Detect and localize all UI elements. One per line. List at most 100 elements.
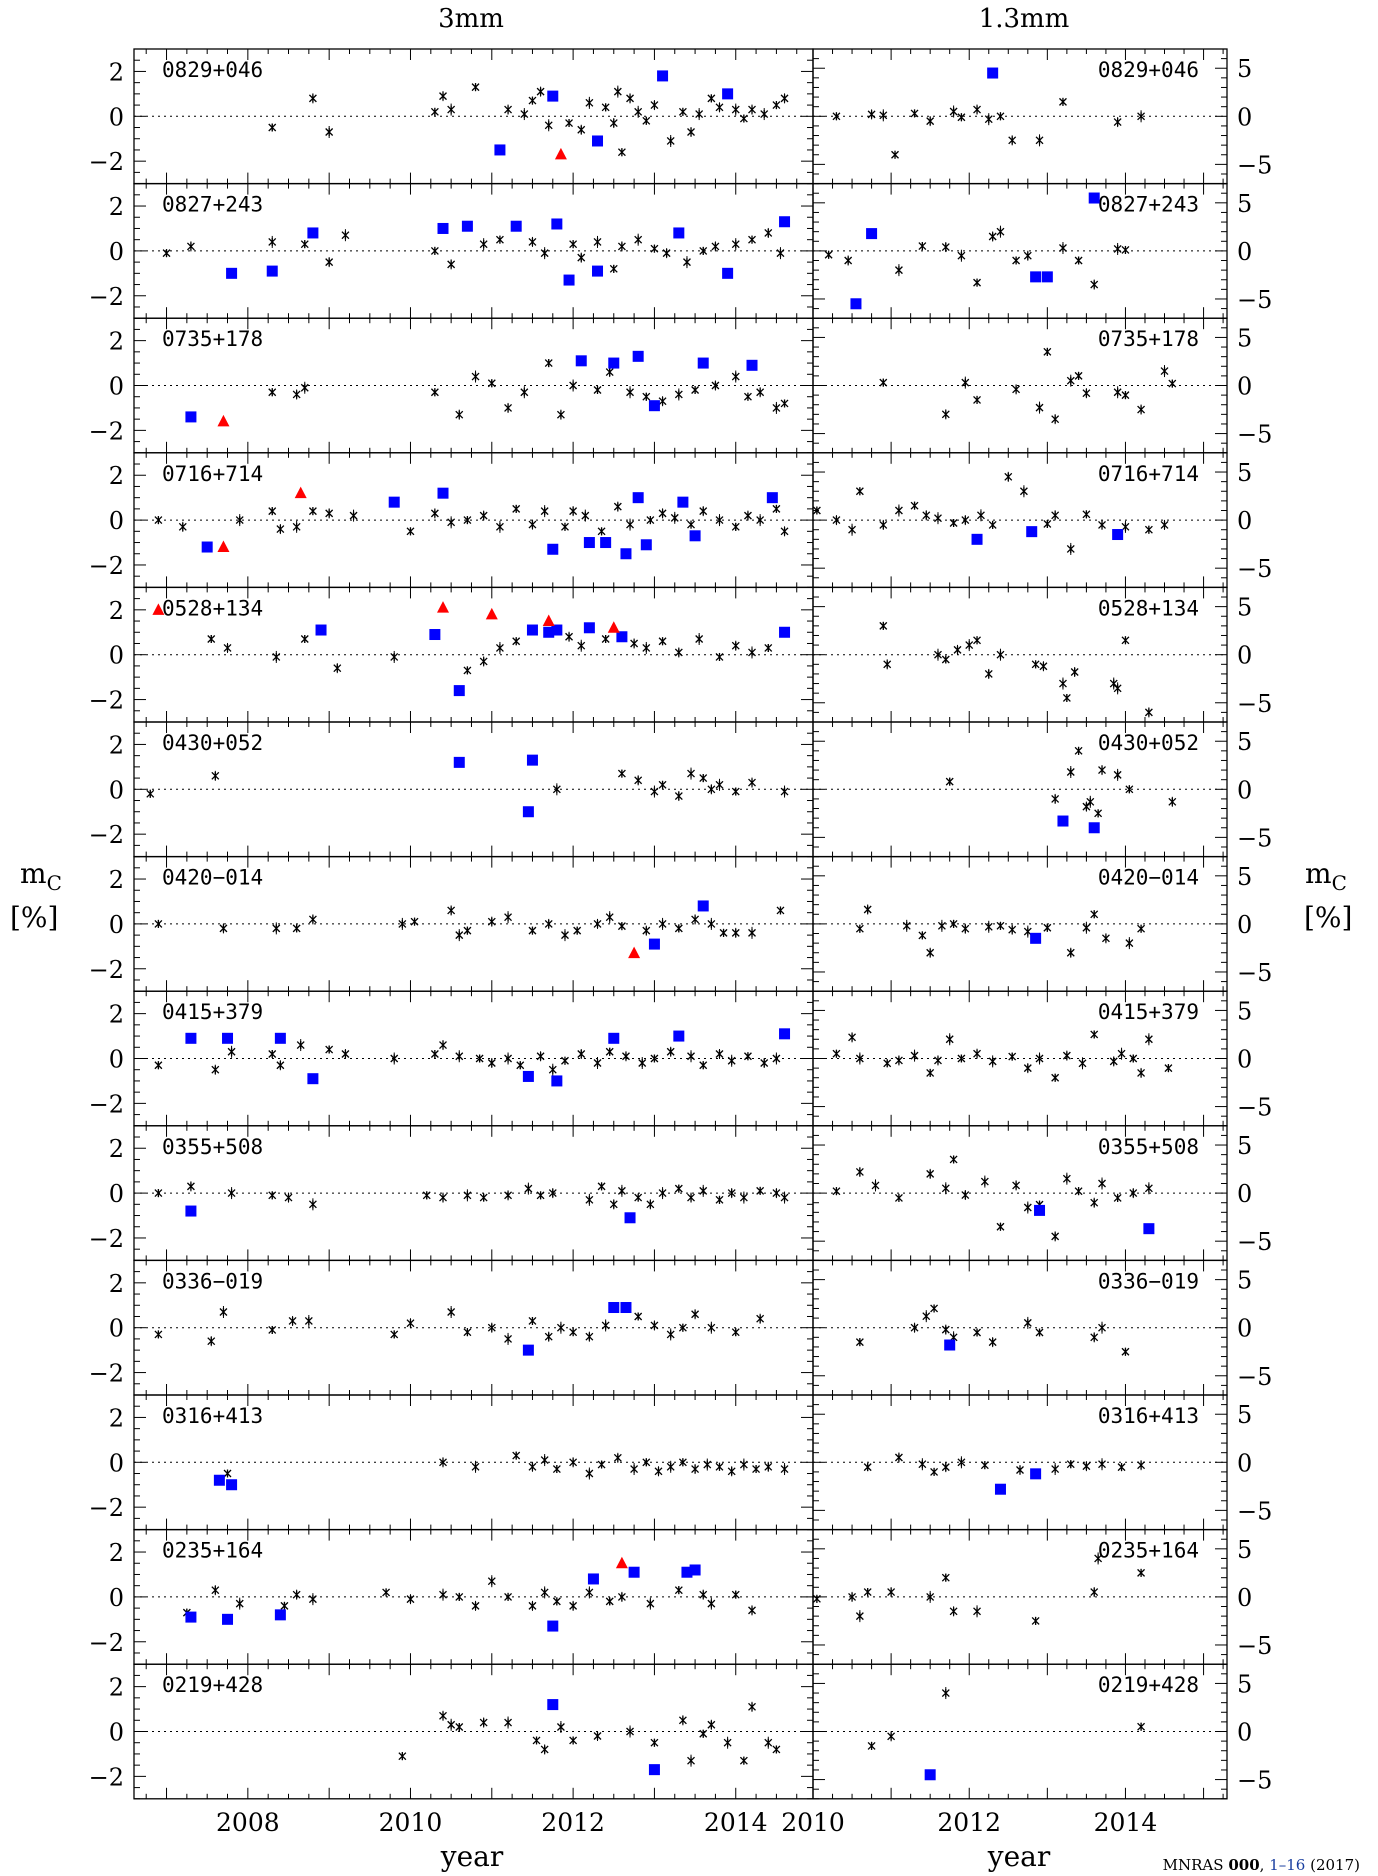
ylabel-right-subscript: C: [1332, 871, 1347, 895]
star-point: [1043, 347, 1052, 356]
star-point: [447, 518, 456, 527]
y-tick-label: 0: [109, 776, 124, 804]
star-point: [276, 525, 285, 534]
source-label: 0735+178: [1098, 327, 1199, 351]
star-point: [552, 785, 561, 794]
source-label: 0316+413: [162, 1404, 263, 1428]
y-tick-label: 2: [109, 1135, 124, 1163]
star-point: [848, 1033, 857, 1042]
star-point: [780, 787, 789, 796]
source-label: 0827+243: [1098, 193, 1199, 217]
star-point: [422, 1191, 431, 1200]
y-tick-label: −5: [1237, 1363, 1272, 1391]
ylabel-left: mC [%]: [10, 857, 62, 934]
star-point: [707, 785, 716, 794]
star-point: [479, 657, 488, 666]
star-point: [996, 112, 1005, 121]
star-point: [780, 527, 789, 536]
star-point: [1137, 112, 1146, 121]
y-tick-label: −5: [1237, 555, 1272, 583]
star-point: [308, 507, 317, 516]
star-point: [524, 1184, 533, 1193]
star-point: [934, 514, 942, 523]
star-point: [1008, 136, 1017, 145]
y-tick-label: 0: [109, 1584, 124, 1612]
star-point: [910, 1323, 919, 1332]
star-point: [1082, 923, 1091, 932]
star-point: [926, 1169, 935, 1178]
star-point: [585, 1469, 594, 1478]
y-tick-label: −2: [89, 687, 124, 715]
y-tick-label: 5: [1237, 863, 1252, 891]
y-tick-label: −2: [89, 148, 124, 176]
star-point: [1164, 1064, 1173, 1073]
y-tick-label: 5: [1237, 1132, 1252, 1160]
star-point: [894, 1453, 903, 1462]
square-point: [453, 756, 465, 768]
square-point: [437, 487, 449, 499]
star-point: [832, 1187, 841, 1196]
star-point: [154, 516, 163, 525]
star-point: [1039, 662, 1048, 671]
square-point: [620, 1302, 632, 1314]
ylabel-left-unit: [%]: [10, 901, 58, 934]
star-point: [748, 1606, 756, 1615]
star-point: [764, 228, 773, 237]
star-point: [772, 101, 781, 110]
source-label: 0716+714: [1098, 462, 1199, 486]
source-label: 0219+428: [162, 1673, 263, 1697]
star-point: [711, 242, 720, 251]
star-point: [739, 1193, 748, 1202]
source-label: 0528+134: [1098, 596, 1199, 620]
triangle-point: [217, 540, 230, 553]
y-tick-label: 5: [1237, 1670, 1252, 1698]
star-point: [439, 1458, 447, 1467]
star-point: [1035, 1328, 1044, 1337]
star-point: [727, 1189, 736, 1198]
square-point: [1088, 822, 1100, 834]
star-point: [760, 110, 769, 119]
star-point: [593, 1058, 602, 1067]
triangle-point: [485, 607, 498, 620]
star-point: [949, 1607, 958, 1616]
star-point: [957, 1054, 966, 1063]
source-label: 0235+164: [1098, 1539, 1199, 1563]
panel-3mm: 2 0 −2 0716+714: [89, 452, 814, 589]
square-point: [185, 1611, 197, 1623]
star-point: [658, 637, 667, 646]
square-point: [1041, 271, 1053, 283]
star-point: [1144, 1035, 1153, 1044]
star-point: [634, 235, 643, 244]
y-tick-label: 5: [1237, 190, 1252, 218]
star-point: [855, 924, 864, 933]
y-tick-label: 5: [1237, 1536, 1252, 1564]
star-point: [479, 1193, 488, 1202]
star-point: [918, 931, 927, 940]
square-point: [924, 1769, 936, 1781]
star-point: [715, 1050, 724, 1059]
star-point: [687, 769, 695, 778]
star-point: [447, 260, 456, 269]
star-point: [973, 1328, 981, 1337]
star-point: [268, 123, 277, 132]
star-point: [268, 237, 277, 246]
star-point: [487, 917, 496, 926]
star-point: [154, 1330, 163, 1339]
star-point: [398, 1752, 407, 1761]
star-point: [941, 410, 950, 419]
panel-3mm: 2 0 −2 0336−019: [89, 1259, 814, 1396]
triangle-point: [628, 946, 641, 959]
y-tick-label: 0: [1237, 642, 1252, 670]
star-point: [528, 1462, 537, 1471]
star-point: [1113, 388, 1122, 397]
panel-1.3mm: 5 0 −5 0355+508: [812, 1125, 1272, 1262]
star-point: [1113, 244, 1122, 253]
y-tick-label: 5: [1237, 1267, 1252, 1295]
star-point: [223, 643, 232, 652]
square-point: [547, 1620, 559, 1632]
star-point: [1090, 1588, 1099, 1597]
star-point: [540, 507, 549, 516]
star-point: [1160, 367, 1169, 376]
square-point: [648, 938, 660, 950]
